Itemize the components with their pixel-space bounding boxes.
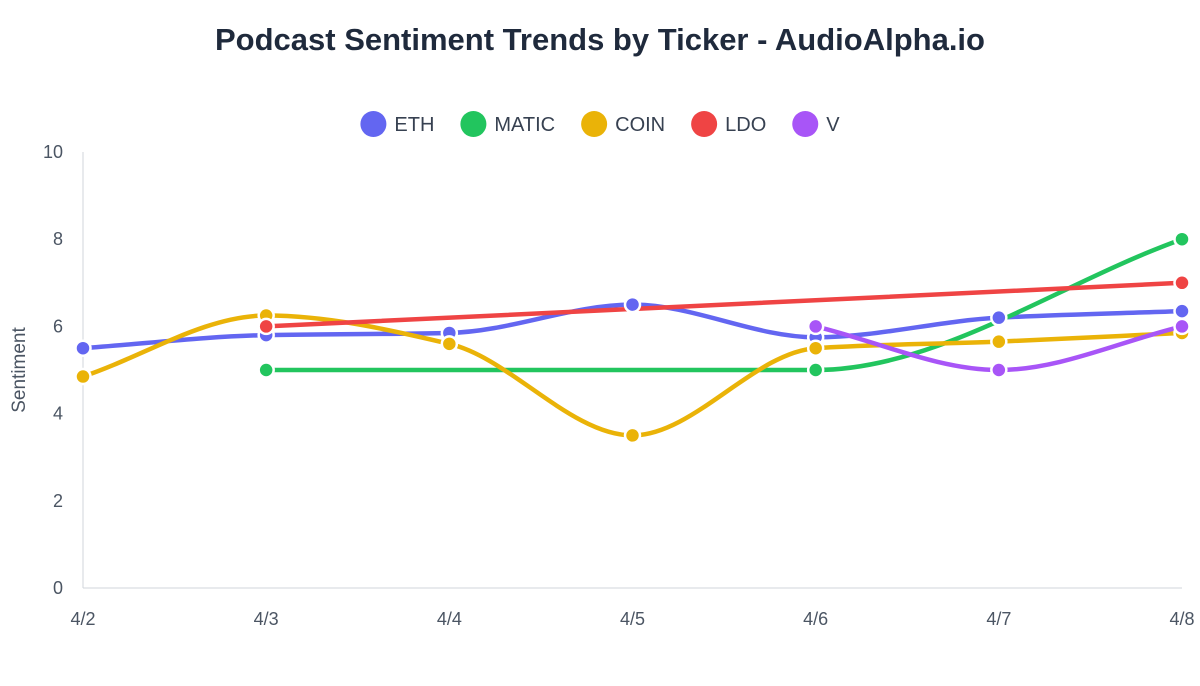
legend-label-ldo: LDO bbox=[725, 114, 766, 136]
data-point-coin-4-6[interactable] bbox=[806, 339, 825, 357]
series-line-matic[interactable] bbox=[263, 236, 1185, 373]
data-point-v-4-8[interactable] bbox=[1173, 317, 1191, 336]
axes: 0 2 4 6 8 10 4/2 4/3 4/4 4/5 4/6 4/7 4/8 Sentiment bbox=[9, 142, 1195, 629]
series-line-ldo[interactable] bbox=[263, 280, 1185, 329]
legend-item-ldo[interactable]: LDO bbox=[691, 111, 766, 137]
data-point-coin-4-2[interactable] bbox=[74, 367, 92, 386]
data-point-coin-4-7[interactable] bbox=[990, 332, 1008, 351]
x-tick-label: 4/6 bbox=[803, 609, 828, 629]
data-point-matic-4-3[interactable] bbox=[257, 361, 275, 379]
y-tick-label: 6 bbox=[53, 316, 63, 336]
series-lines bbox=[80, 236, 1185, 438]
series-points bbox=[74, 230, 1191, 445]
legend-item-matic[interactable]: MATIC bbox=[460, 111, 555, 137]
y-tick-label: 2 bbox=[53, 491, 63, 511]
legend-swatch-ldo bbox=[691, 111, 718, 137]
legend-label-eth: ETH bbox=[394, 114, 434, 136]
data-point-matic-4-8[interactable] bbox=[1173, 230, 1191, 248]
data-point-coin-4-5[interactable] bbox=[623, 426, 642, 445]
y-axis-title: Sentiment bbox=[9, 327, 30, 413]
legend[interactable]: ETH MATIC COIN LDO V bbox=[360, 111, 840, 137]
x-tick-label: 4/2 bbox=[70, 609, 95, 629]
y-tick-label: 8 bbox=[53, 229, 63, 249]
x-tick-label: 4/8 bbox=[1169, 609, 1194, 629]
data-point-matic-4-6[interactable] bbox=[806, 361, 825, 379]
x-tick-label: 4/3 bbox=[254, 609, 279, 629]
legend-item-coin[interactable]: COIN bbox=[581, 111, 665, 137]
legend-swatch-v bbox=[792, 111, 819, 137]
legend-swatch-coin bbox=[581, 111, 608, 137]
data-point-v-4-7[interactable] bbox=[990, 361, 1008, 379]
data-point-eth-4-7[interactable] bbox=[990, 308, 1008, 327]
data-point-eth-4-5[interactable] bbox=[623, 295, 642, 314]
legend-label-v: V bbox=[826, 114, 840, 136]
chart-title: Podcast Sentiment Trends by Ticker - Aud… bbox=[215, 22, 985, 57]
data-point-ldo-4-3[interactable] bbox=[257, 317, 275, 336]
legend-swatch-eth bbox=[360, 111, 387, 137]
legend-item-eth[interactable]: ETH bbox=[360, 111, 434, 137]
y-tick-label: 4 bbox=[53, 404, 63, 424]
data-point-v-4-6[interactable] bbox=[806, 317, 825, 336]
data-point-coin-4-4[interactable] bbox=[440, 335, 459, 353]
legend-swatch-matic bbox=[460, 111, 487, 137]
legend-label-matic: MATIC bbox=[494, 114, 555, 136]
data-point-eth-4-8[interactable] bbox=[1173, 302, 1191, 320]
x-tick-label: 4/5 bbox=[620, 609, 645, 629]
x-tick-label: 4/4 bbox=[437, 609, 462, 629]
x-tick-label: 4/7 bbox=[986, 609, 1011, 629]
data-point-eth-4-2[interactable] bbox=[74, 339, 92, 357]
y-tick-label: 10 bbox=[43, 142, 63, 162]
legend-item-v[interactable]: V bbox=[792, 111, 840, 137]
legend-label-coin: COIN bbox=[615, 114, 665, 136]
data-point-ldo-4-8[interactable] bbox=[1173, 274, 1191, 292]
y-tick-label: 0 bbox=[53, 578, 63, 598]
